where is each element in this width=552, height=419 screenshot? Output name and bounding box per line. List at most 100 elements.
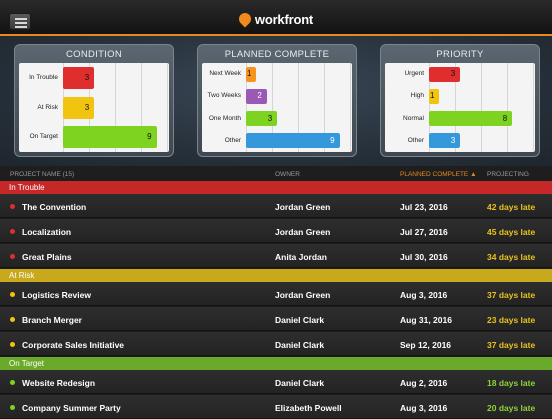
grid-line xyxy=(167,63,168,152)
table-header: PROJECT NAME (15) OWNER PLANNED COMPLETE… xyxy=(0,166,552,182)
planned-date: Jul 23, 2016 xyxy=(400,202,448,212)
bar[interactable]: 3 xyxy=(63,96,95,119)
bar-value: 9 xyxy=(330,135,335,145)
bar-label: Other xyxy=(407,136,424,144)
group-header-at-risk: At Risk xyxy=(0,269,552,282)
top-bar: workfront xyxy=(0,0,552,36)
chart-card-priority[interactable]: PRIORITY Urgent 3 High 1 Normal 8 Other 3 xyxy=(380,44,540,157)
bar-value: 3 xyxy=(450,135,456,145)
workfront-logo-icon xyxy=(236,10,254,28)
bar[interactable]: 3 xyxy=(429,133,461,149)
table-row[interactable]: The Convention Jordan Green Jul 23, 2016 42… xyxy=(0,194,552,218)
col-planned-complete[interactable]: PLANNED COMPLETE ▲ xyxy=(400,171,477,178)
owner-name: Elizabeth Powell xyxy=(275,403,342,413)
bar-value: 1 xyxy=(246,69,252,79)
bar-label: One Month xyxy=(208,114,241,122)
col-projecting[interactable]: PROJECTING xyxy=(487,171,529,178)
grid-line xyxy=(272,63,273,152)
bar[interactable]: 3 xyxy=(63,66,95,89)
bar-label: On Target xyxy=(29,133,58,141)
grid-line xyxy=(455,63,456,152)
bar-chart: In Trouble 3 At Risk 3 On Target 9 xyxy=(19,63,169,152)
chart-card-planned-complete[interactable]: PLANNED COMPLETE Next Week 1 Two Weeks 2 One … xyxy=(197,44,357,157)
bar[interactable]: 3 xyxy=(429,66,461,82)
owner-name: Daniel Clark xyxy=(275,315,325,325)
bar[interactable]: 1 xyxy=(246,66,257,82)
planned-date: Aug 3, 2016 xyxy=(400,403,448,413)
bar-value: 8 xyxy=(502,113,508,123)
grid-line xyxy=(481,63,482,152)
status-dot-icon xyxy=(10,292,15,297)
grid-line xyxy=(350,63,351,152)
logo-text: workfront xyxy=(254,12,314,27)
card-title: CONDITION xyxy=(65,49,122,60)
bar-label: Urgent xyxy=(404,70,424,78)
bar[interactable]: 3 xyxy=(246,111,278,127)
table-row[interactable]: Logistics Review Jordan Green Aug 3, 2016 3… xyxy=(0,282,552,306)
project-name: Website Redesign xyxy=(22,378,96,388)
bar-chart: Next Week 1 Two Weeks 2 One Month 3 Other 9 xyxy=(202,63,352,152)
table-row[interactable]: Company Summer Party Elizabeth Powell Aug … xyxy=(0,395,552,419)
status-dot-icon xyxy=(10,317,15,322)
grid-line xyxy=(298,63,299,152)
projecting-status: 45 days late xyxy=(487,227,536,237)
grid-line xyxy=(246,63,247,152)
projecting-status: 37 days late xyxy=(487,290,536,300)
bar-label: At Risk xyxy=(37,103,58,111)
table-row[interactable]: Branch Merger Daniel Clark Aug 31, 2016 23 … xyxy=(0,307,552,331)
project-name: Great Plains xyxy=(22,252,72,262)
bar[interactable]: 2 xyxy=(246,88,267,104)
chart-card-condition[interactable]: CONDITION In Trouble 3 At Risk 3 On Target 9 xyxy=(14,44,174,157)
bar[interactable]: 8 xyxy=(429,111,513,127)
bar-value: 3 xyxy=(84,72,90,82)
table-row[interactable]: Localization Jordan Green Jul 27, 2016 45 d… xyxy=(0,219,552,243)
bar-label: Next Week xyxy=(209,70,241,78)
bar-label: Other xyxy=(224,136,241,144)
project-name: Localization xyxy=(22,227,72,237)
status-dot-icon xyxy=(10,254,15,259)
group-header-in-trouble: In Trouble xyxy=(0,181,552,194)
bar-label: Two Weeks xyxy=(207,92,241,100)
project-name: Company Summer Party xyxy=(22,403,121,413)
status-dot-icon xyxy=(10,342,15,347)
grid-line xyxy=(507,63,508,152)
planned-date: Jul 27, 2016 xyxy=(400,227,448,237)
bar-value: 2 xyxy=(257,91,262,101)
grid-line xyxy=(324,63,325,152)
status-dot-icon xyxy=(10,380,15,385)
planned-date: Jul 30, 2016 xyxy=(400,252,448,262)
col-owner[interactable]: OWNER xyxy=(275,171,300,178)
grid-line xyxy=(115,63,116,152)
bar[interactable]: 9 xyxy=(246,133,340,149)
dashboard-carousel[interactable]: CONDITION In Trouble 3 At Risk 3 On Target 9 PL… xyxy=(0,36,552,171)
table-row[interactable]: Great Plains Anita Jordan Jul 30, 2016 34 d… xyxy=(0,244,552,268)
table-row[interactable]: Corporate Sales Initiative Daniel Clark Se… xyxy=(0,332,552,356)
owner-name: Daniel Clark xyxy=(275,378,325,388)
planned-date: Sep 12, 2016 xyxy=(400,340,452,350)
bar-label: Normal xyxy=(403,114,424,122)
owner-name: Jordan Green xyxy=(275,290,331,300)
card-title: PLANNED COMPLETE xyxy=(224,49,330,60)
owner-name: Anita Jordan xyxy=(275,252,327,262)
app-logo: workfront xyxy=(0,10,552,28)
grid-line xyxy=(141,63,142,152)
col-planned-label: PLANNED COMPLETE xyxy=(400,171,469,178)
table-row[interactable]: Website Redesign Daniel Clark Aug 2, 2016 1… xyxy=(0,370,552,394)
bar[interactable]: 9 xyxy=(63,126,157,149)
hamburger-icon[interactable] xyxy=(9,13,31,30)
bar-label: In Trouble xyxy=(29,73,58,81)
col-project-name[interactable]: PROJECT NAME (15) xyxy=(10,171,75,178)
status-dot-icon xyxy=(10,229,15,234)
projecting-status: 34 days late xyxy=(487,252,536,262)
bar[interactable]: 1 xyxy=(429,88,440,104)
card-title: PRIORITY xyxy=(436,49,484,60)
project-name: Corporate Sales Initiative xyxy=(22,340,125,350)
project-name: Branch Merger xyxy=(22,315,82,325)
bar-value: 3 xyxy=(450,69,456,79)
project-name: Logistics Review xyxy=(22,290,91,300)
caret-up-icon: ▲ xyxy=(470,171,477,178)
projecting-status: 42 days late xyxy=(487,202,536,212)
status-dot-icon xyxy=(10,204,15,209)
planned-date: Aug 3, 2016 xyxy=(400,290,448,300)
group-header-on-target: On Target xyxy=(0,357,552,370)
